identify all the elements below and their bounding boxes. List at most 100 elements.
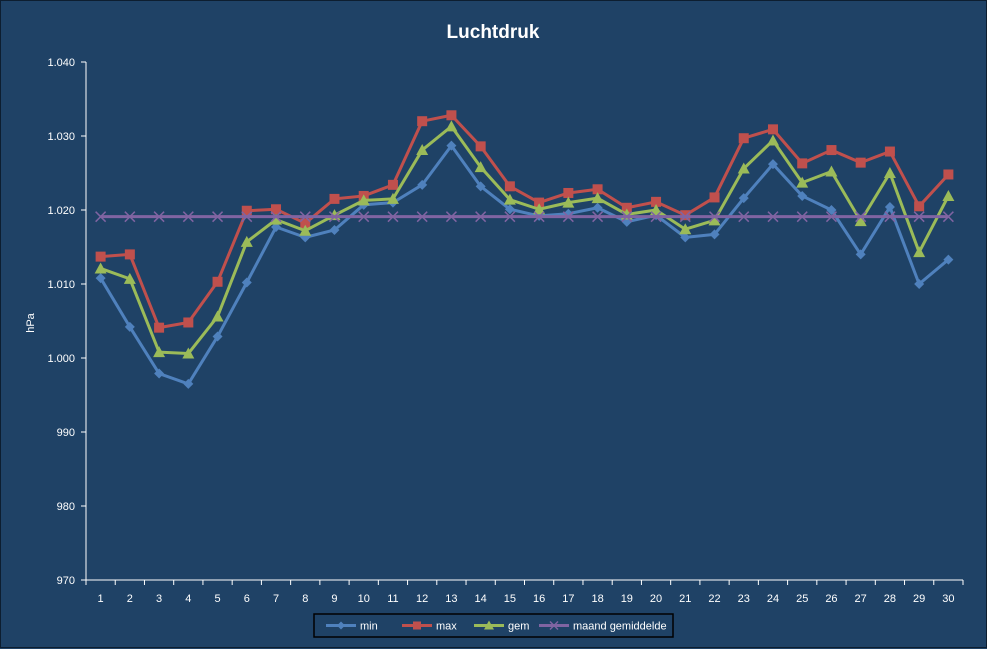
data-point: [621, 202, 632, 213]
data-point: [417, 179, 428, 190]
x-tick-label: 6: [244, 593, 250, 605]
data-point: [416, 211, 428, 223]
data-point: [212, 276, 223, 287]
data-point: [474, 161, 487, 173]
data-point: [386, 192, 399, 204]
data-point: [592, 202, 603, 213]
data-point: [153, 346, 166, 358]
y-tick-label: 1.000: [47, 353, 75, 365]
x-tick-label: 19: [621, 593, 633, 605]
data-point: [533, 203, 546, 215]
data-point: [738, 211, 750, 223]
x-tick-label: 17: [562, 593, 574, 605]
series-gem: [94, 120, 955, 359]
data-point: [591, 192, 604, 204]
data-point: [357, 194, 370, 206]
x-tick-label: 13: [445, 593, 457, 605]
x-tick-label: 4: [185, 593, 191, 605]
data-point: [299, 224, 312, 236]
x-tick-label: 28: [884, 593, 896, 605]
data-point: [182, 347, 195, 359]
data-point: [503, 193, 516, 205]
data-point: [123, 272, 136, 284]
data-point: [943, 254, 954, 265]
x-tick-label: 29: [913, 593, 925, 605]
y-axis-label: hPa: [25, 312, 37, 332]
data-point: [621, 211, 633, 223]
series-maand-gemiddelde: [95, 211, 954, 223]
data-point: [825, 211, 837, 223]
data-point: [709, 229, 720, 240]
data-point: [943, 169, 954, 180]
data-point: [124, 321, 135, 332]
x-tick-label: 27: [855, 593, 867, 605]
x-tick-label: 3: [156, 593, 162, 605]
data-point: [445, 120, 458, 132]
data-point: [738, 133, 749, 144]
data-point: [211, 310, 224, 322]
data-point: [337, 621, 345, 630]
data-point: [914, 279, 925, 289]
x-tick-label: 26: [825, 593, 837, 605]
x-tick-label: 24: [767, 593, 779, 605]
data-point: [154, 368, 165, 379]
data-point: [445, 211, 457, 223]
data-point: [475, 181, 486, 192]
data-point: [95, 273, 106, 284]
data-point: [124, 211, 136, 223]
x-tick-label: 16: [533, 593, 545, 605]
data-point: [796, 211, 808, 223]
data-point: [241, 205, 252, 216]
legend-label: min: [360, 621, 378, 633]
data-point: [737, 162, 750, 174]
data-point: [767, 159, 778, 170]
series-line: [100, 124, 950, 356]
legend-label: max: [436, 621, 457, 633]
data-point: [299, 211, 311, 223]
data-point: [913, 246, 926, 258]
data-point: [855, 249, 866, 260]
y-tick-label: 1.020: [47, 205, 75, 217]
data-point: [562, 196, 575, 208]
data-point: [182, 211, 194, 223]
y-axis-ticks: 970 980 990 1.000 1.010 1.020 1.030 1.040: [47, 57, 86, 587]
y-tick-label: 990: [57, 427, 75, 439]
data-point: [884, 202, 895, 213]
data-point: [650, 211, 662, 223]
data-point: [796, 176, 809, 188]
x-tick-label: 14: [475, 593, 487, 605]
data-point: [854, 215, 867, 227]
data-point: [94, 262, 107, 274]
data-point: [504, 181, 515, 192]
data-point: [475, 211, 487, 223]
x-tick-label: 8: [302, 593, 308, 605]
data-point: [534, 197, 545, 208]
data-point: [270, 213, 283, 225]
y-tick-label: 970: [57, 575, 75, 587]
data-point: [484, 620, 494, 630]
x-tick-label: 23: [738, 593, 750, 605]
data-point: [855, 211, 867, 223]
data-point: [212, 211, 224, 223]
y-tick-label: 1.030: [47, 131, 75, 143]
data-point: [446, 140, 457, 151]
data-point: [387, 179, 398, 190]
x-tick-label: 21: [679, 593, 691, 605]
x-tick-label: 18: [591, 593, 603, 605]
x-tick-label: 25: [796, 593, 808, 605]
data-point: [914, 201, 925, 212]
data-point: [709, 192, 720, 203]
data-point: [240, 235, 253, 247]
x-tick-label: 20: [650, 593, 662, 605]
y-tick-label: 1.040: [47, 57, 75, 69]
data-point: [358, 211, 370, 223]
data-point: [651, 196, 662, 207]
data-point: [942, 211, 954, 223]
data-point: [825, 165, 838, 177]
data-point: [549, 620, 559, 631]
x-tick-label: 22: [708, 593, 720, 605]
series-line: [99, 144, 950, 386]
data-point: [679, 223, 692, 235]
